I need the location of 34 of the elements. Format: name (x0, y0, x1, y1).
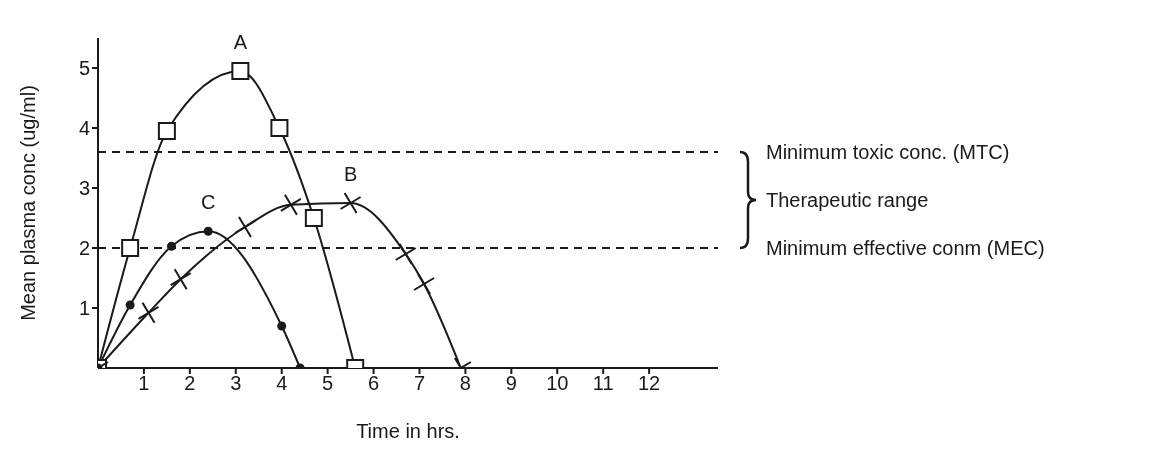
x-tick-label: 1 (138, 372, 150, 395)
ref-line-label: Minimum toxic conc. (MTC) (766, 141, 1010, 163)
point (157, 122, 176, 140)
x-tick-label: 4 (276, 372, 288, 395)
point (166, 241, 176, 251)
x-tick-label: 9 (505, 372, 517, 395)
point (121, 239, 140, 257)
point (231, 62, 250, 80)
y-tick-label: 1 (78, 297, 90, 320)
y-tick-label: 3 (78, 177, 90, 200)
x-tick-label: 7 (413, 372, 426, 395)
x-tick-label: 6 (367, 372, 380, 395)
x-tick-label: 8 (459, 372, 471, 395)
x-tick-label: 3 (230, 372, 242, 395)
x-tick-label: 11 (592, 372, 614, 395)
point (304, 209, 323, 227)
series-label: A (233, 31, 248, 53)
ref-line-label: Minimum effective conm (MEC) (766, 237, 1045, 259)
x-tick-label: 10 (546, 372, 569, 395)
series-label: C (201, 191, 216, 214)
text: Therapeutic range (766, 189, 929, 211)
point (277, 321, 287, 331)
y-axis-title: Mean plasma conc (ug/ml) (17, 85, 40, 321)
x-tick-label: 2 (184, 372, 196, 395)
y-tick-label: 5 (78, 57, 90, 80)
series-label: B (343, 163, 358, 185)
y-tick-label: 4 (78, 117, 90, 140)
point (203, 226, 213, 236)
x-tick-label: 12 (637, 372, 661, 395)
x-axis-title: Time in hrs. (356, 420, 460, 442)
y-tick-label: 2 (78, 237, 90, 260)
point (125, 300, 135, 310)
point (270, 119, 289, 137)
x-tick-label: 5 (322, 372, 334, 395)
